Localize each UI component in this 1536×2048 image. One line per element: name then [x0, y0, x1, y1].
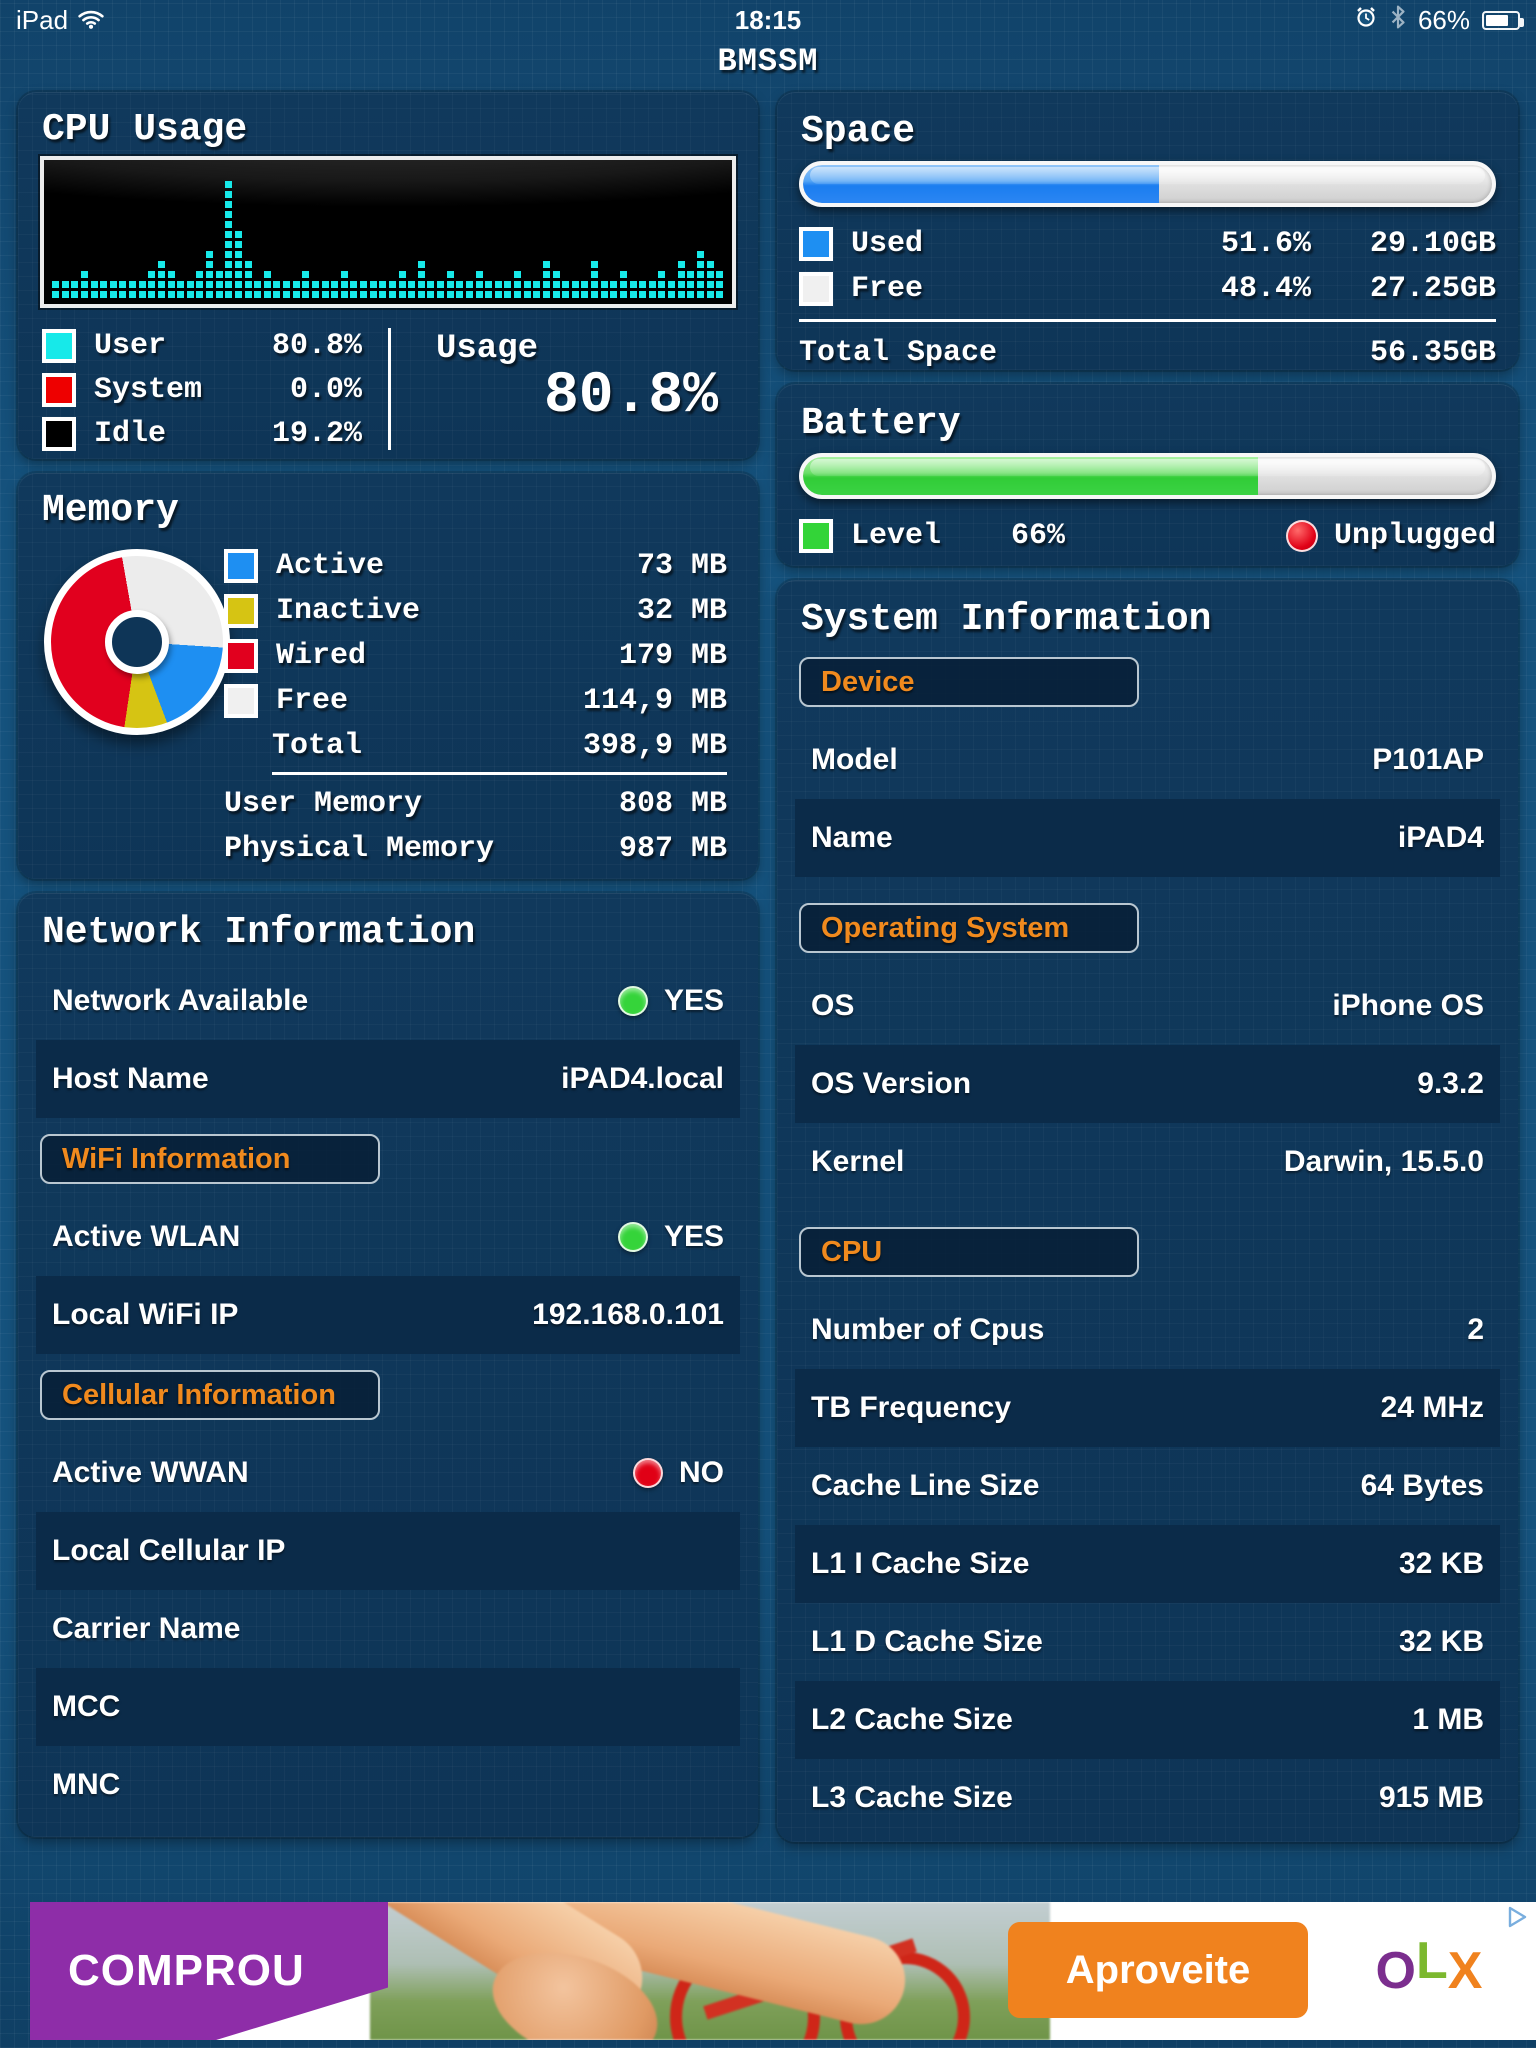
usage-value: 80.8%	[543, 364, 718, 429]
used-swatch	[799, 226, 833, 261]
row-network-available: Network Available YES	[52, 984, 724, 1017]
cpu-history-chart	[40, 156, 736, 308]
wifi-icon	[78, 5, 104, 36]
system-swatch	[42, 373, 76, 407]
battery-percent-label: 66%	[1417, 4, 1470, 35]
cpu-usage-panel: CPU Usage User 80.8% System 0.0% Idle	[18, 92, 758, 459]
system-information-panel: System Information Device Model P101AP N…	[777, 580, 1518, 1842]
row-l1d-cache: L1 D Cache Size 32 KB	[811, 1625, 1484, 1658]
row-host-name: Host Name iPAD4.local	[36, 1040, 740, 1118]
battery-panel-title: Battery	[801, 402, 961, 445]
memory-row-active: Active 73 MB	[224, 543, 727, 588]
row-os-version: OS Version 9.3.2	[795, 1045, 1500, 1123]
cpu-legend-idle: Idle 19.2%	[42, 412, 362, 456]
space-total-row: Total Space 56.35GB	[799, 336, 1496, 370]
clock: 18:15	[734, 4, 802, 35]
space-panel: Space Used 51.6% 29.10GB Free 48.4% 27.2…	[777, 92, 1518, 370]
battery-legend-row: Level 66% Unplugged	[799, 513, 1496, 559]
memory-row-free: Free 114,9 MB	[224, 678, 727, 723]
system-panel-title: System Information	[801, 598, 1212, 641]
memory-row-inactive: Inactive 32 MB	[224, 588, 727, 633]
row-number-of-cpus: Number of Cpus 2	[811, 1313, 1484, 1346]
cpu-panel-title: CPU Usage	[42, 108, 248, 151]
row-mcc: MCC	[36, 1668, 740, 1746]
ad-handshake-photo	[370, 1902, 1050, 2040]
space-panel-title: Space	[801, 110, 916, 153]
idle-swatch	[42, 417, 76, 451]
unplugged-indicator-dot	[1285, 520, 1318, 552]
battery-icon	[1482, 10, 1524, 30]
row-name: Name iPAD4	[795, 799, 1500, 877]
usage-label: Usage	[436, 330, 539, 368]
device-badge: Device	[799, 657, 1139, 707]
row-model: Model P101AP	[811, 743, 1484, 776]
level-swatch	[799, 519, 833, 553]
memory-total-row: Total 398,9 MB	[272, 728, 727, 763]
cpu-badge: CPU	[799, 1227, 1139, 1277]
row-cache-line-size: Cache Line Size 64 Bytes	[811, 1469, 1484, 1502]
divider	[388, 328, 391, 450]
row-l2-cache: L2 Cache Size 1 MB	[795, 1681, 1500, 1759]
divider	[272, 772, 727, 775]
space-progress-bar	[799, 161, 1496, 207]
adchoices-icon[interactable]	[1504, 1904, 1530, 1930]
user-swatch	[42, 329, 76, 363]
physical-memory-row: Physical Memory 987 MB	[224, 831, 727, 866]
carrier-label: iPad	[16, 4, 69, 35]
row-tb-frequency: TB Frequency 24 MHz	[795, 1369, 1500, 1447]
battery-progress-bar	[799, 453, 1496, 499]
row-l3-cache: L3 Cache Size 915 MB	[811, 1781, 1484, 1814]
row-l1i-cache: L1 I Cache Size 32 KB	[795, 1525, 1500, 1603]
bluetooth-icon	[1390, 5, 1406, 36]
memory-pie-chart	[44, 549, 230, 735]
network-panel: Network Information Network Available YE…	[18, 893, 758, 1837]
divider	[799, 319, 1496, 322]
cpu-legend: User 80.8% System 0.0% Idle 19.2%	[42, 324, 362, 456]
page-title: BMSSM	[717, 43, 819, 80]
row-local-cellular-ip: Local Cellular IP	[36, 1512, 740, 1590]
row-local-wifi-ip: Local WiFi IP 192.168.0.101	[36, 1276, 740, 1354]
battery-panel: Battery Level 66% Unplugged	[777, 384, 1518, 566]
space-used-row: Used 51.6% 29.10GB	[799, 221, 1496, 266]
memory-legend: Active 73 MB Inactive 32 MB Wired 179 MB…	[224, 543, 727, 871]
wired-swatch	[224, 638, 258, 673]
memory-panel: Memory Active 73 MB Inactive 32 MB Wired…	[18, 473, 758, 879]
network-panel-title: Network Information	[42, 911, 476, 954]
row-active-wlan: Active WLAN YES	[52, 1220, 724, 1253]
free-swatch	[799, 271, 833, 306]
wifi-information-badge: WiFi Information	[40, 1134, 380, 1184]
cpu-legend-system: System 0.0%	[42, 368, 362, 412]
inactive-swatch	[224, 593, 258, 628]
user-memory-row: User Memory 808 MB	[224, 786, 727, 821]
row-kernel: Kernel Darwin, 15.5.0	[811, 1145, 1484, 1178]
cellular-information-badge: Cellular Information	[40, 1370, 380, 1420]
ad-headline-block: COMPROU	[30, 1902, 388, 2040]
ad-cta-button[interactable]: Aproveite	[1008, 1922, 1308, 2018]
space-free-row: Free 48.4% 27.25GB	[799, 266, 1496, 311]
memory-row-wired: Wired 179 MB	[224, 633, 727, 678]
green-status-dot	[617, 1222, 648, 1252]
cpu-legend-user: User 80.8%	[42, 324, 362, 368]
active-swatch	[224, 548, 258, 583]
operating-system-badge: Operating System	[799, 903, 1139, 953]
row-mnc: MNC	[52, 1768, 121, 1801]
row-carrier-name: Carrier Name	[52, 1612, 241, 1645]
alarm-icon	[1354, 5, 1378, 36]
status-bar: iPad 18:15 66%	[0, 0, 1536, 40]
row-active-wwan: Active WWAN NO	[52, 1456, 724, 1489]
red-status-dot	[633, 1458, 663, 1488]
memory-panel-title: Memory	[42, 489, 179, 532]
row-os: OS iPhone OS	[811, 989, 1484, 1022]
free-swatch	[224, 683, 258, 718]
green-status-dot	[617, 986, 648, 1016]
